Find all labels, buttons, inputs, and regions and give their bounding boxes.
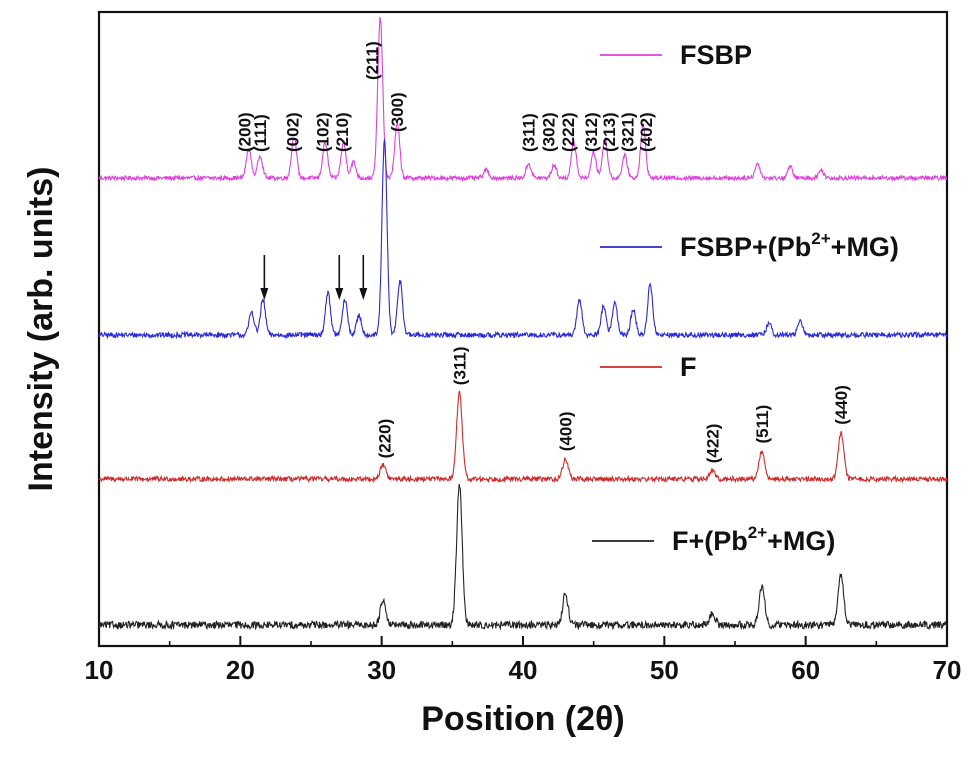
series-trace-1 <box>98 139 948 340</box>
peak-label-0-5: (211) <box>363 41 382 80</box>
x-tick-label-3: 40 <box>509 655 538 685</box>
peak-label-0-1: (111) <box>251 114 270 152</box>
traces-layer <box>98 16 948 631</box>
peak-label-2-2: (400) <box>556 412 575 452</box>
x-tick-label-5: 60 <box>791 655 820 685</box>
peak-label-0-11: (213) <box>600 112 619 152</box>
legend-label-main-3: F+(Pb <box>672 526 748 556</box>
legend-label-0: FSBP <box>680 40 752 70</box>
legend-label-main-2: F <box>680 352 697 382</box>
peak-label-0-9: (222) <box>559 112 578 152</box>
peak-label-2-5: (440) <box>832 385 851 425</box>
peak-arrow-0 <box>260 255 269 300</box>
legend-label-2: F <box>680 352 697 382</box>
legend-label-tail-3: +MG) <box>767 526 835 556</box>
legend-entry-2: F <box>600 352 697 382</box>
peak-label-0-4: (210) <box>333 112 352 152</box>
x-tick-label-1: 20 <box>226 655 255 685</box>
legend-label-3: F+(Pb2++MG) <box>672 523 835 556</box>
peak-label-0-0: (200) <box>236 112 255 152</box>
legend-entry-1: FSBP+(Pb2++MG) <box>600 229 899 262</box>
legend-label-tail-1: +MG) <box>831 232 899 262</box>
x-tick-label-6: 70 <box>933 655 962 685</box>
peak-label-2-1: (311) <box>450 346 469 385</box>
series-trace-2 <box>98 389 948 484</box>
peak-label-0-13: (402) <box>637 112 656 152</box>
peak-arrow-2 <box>359 255 368 300</box>
legend-label-main-1: FSBP+(Pb <box>680 232 811 262</box>
peak-label-2-0: (220) <box>376 419 395 459</box>
legend-label-sup-1: 2+ <box>811 229 830 248</box>
series-trace-3 <box>98 483 948 631</box>
peak-label-0-3: (102) <box>313 112 332 152</box>
peak-label-0-7: (311) <box>520 113 539 152</box>
legend-entry-3: F+(Pb2++MG) <box>592 523 835 556</box>
x-axis: 10 20 30 40 50 60 70 <box>85 636 962 685</box>
peak-label-0-8: (302) <box>539 112 558 152</box>
legend-label-1: FSBP+(Pb2++MG) <box>680 229 899 262</box>
peak-label-2-4: (511) <box>753 405 772 444</box>
x-tick-label-4: 50 <box>650 655 679 685</box>
legend-label-main-0: FSBP <box>680 40 752 70</box>
x-tick-label-0: 10 <box>85 655 114 685</box>
x-tick-label-2: 30 <box>367 655 396 685</box>
y-axis-title: Intensity (arb. units) <box>22 167 60 492</box>
x-axis-title: Position (2θ) <box>421 700 625 738</box>
peak-label-0-6: (300) <box>388 92 407 132</box>
legend-entry-0: FSBP <box>600 40 752 70</box>
series-trace-0 <box>98 16 948 183</box>
peak-label-0-10: (312) <box>582 112 601 152</box>
peak-label-0-12: (321) <box>619 112 638 152</box>
peak-label-0-2: (002) <box>284 112 303 152</box>
peak-arrow-1 <box>335 255 344 300</box>
peak-label-2-3: (422) <box>703 424 722 464</box>
annotations-layer: (200)(111) (002) (102) (210) (211) (300) (311)… <box>236 41 851 463</box>
legend-label-sup-3: 2+ <box>748 523 767 542</box>
